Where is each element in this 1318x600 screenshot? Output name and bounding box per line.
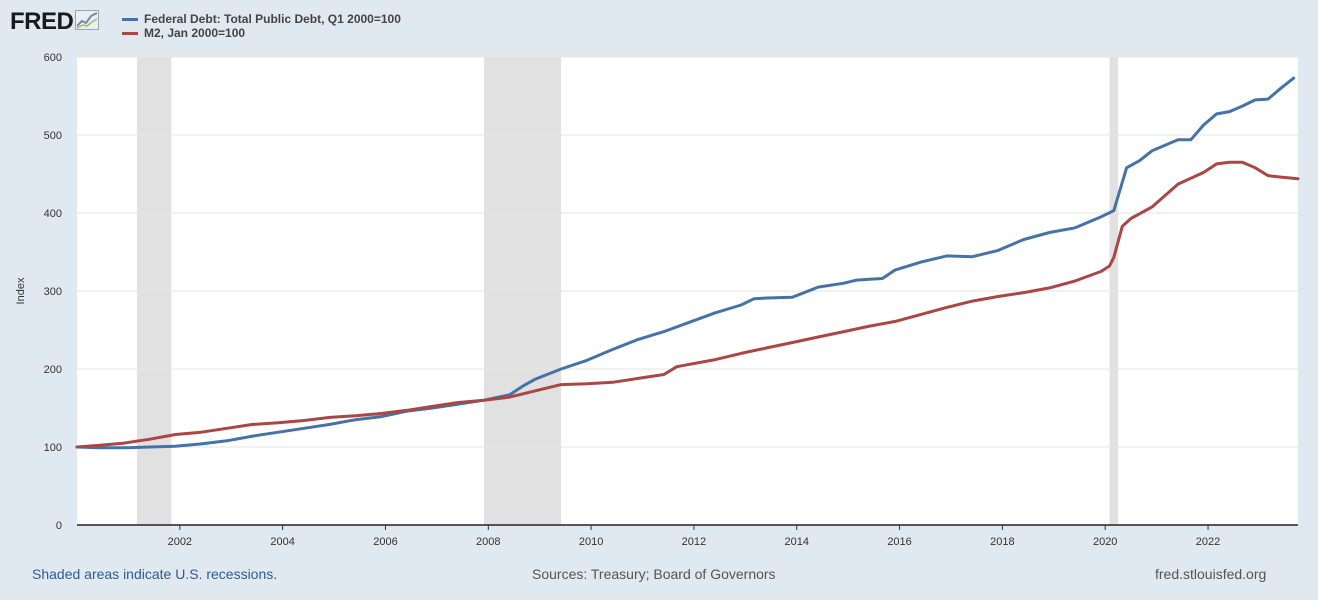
gridlines [77,56,1298,448]
x-tick-label: 2014 [785,536,809,548]
x-tick-label: 2008 [476,536,500,548]
legend-swatch-m2 [122,31,138,35]
x-tick-label: 2012 [682,536,706,548]
legend-item-federal-debt[interactable]: Federal Debt: Total Public Debt, Q1 2000… [122,12,401,26]
y-tick-label: 0 [56,520,62,532]
x-tick-label: 2004 [270,536,294,548]
y-tick-label: 100 [44,442,62,454]
y-tick-label: 500 [44,130,62,142]
y-tick-label: 300 [44,286,62,298]
x-tick-label: 2022 [1196,536,1220,548]
fred-logo[interactable]: FRED [10,7,100,35]
legend-label-federal-debt: Federal Debt: Total Public Debt, Q1 2000… [144,12,401,26]
x-axis-ticks: 2002 2004 2006 2008 2010 2012 2014 2016 2018 2020… [168,525,1220,548]
y-tick-label: 200 [44,364,62,376]
x-tick-label: 2010 [579,536,603,548]
legend-item-m2[interactable]: M2, Jan 2000=100 [122,26,401,40]
x-tick-label: 2018 [990,536,1014,548]
site-link[interactable]: fred.stlouisfed.org [1155,566,1267,582]
legend-label-m2: M2, Jan 2000=100 [144,26,246,40]
legend-swatch-federal-debt [122,17,138,21]
y-tick-label: 600 [44,52,62,64]
x-tick-label: 2020 [1093,536,1117,548]
recession-note-link[interactable]: Shaded areas indicate U.S. recessions. [32,566,278,582]
chart-header: FRED Federal Debt: Total Public Debt, Q1… [0,0,1318,48]
series-line-federal-debt[interactable] [75,76,1296,450]
chart-legend: Federal Debt: Total Public Debt, Q1 2000… [122,12,401,40]
y-tick-label: 400 [44,208,62,220]
y-axis-ticks: 0 100 200 300 400 500 600 [44,52,62,532]
y-axis-label: Index [15,277,27,304]
x-tick-label: 2016 [887,536,911,548]
series-line-m2[interactable] [75,160,1300,449]
series-lines [75,76,1300,450]
logo-text: FRED [10,7,74,35]
x-tick-label: 2002 [168,536,192,548]
x-tick-label: 2006 [373,536,397,548]
trend-graph-icon [75,10,100,35]
sources-text: Sources: Treasury; Board of Governors [532,566,776,582]
